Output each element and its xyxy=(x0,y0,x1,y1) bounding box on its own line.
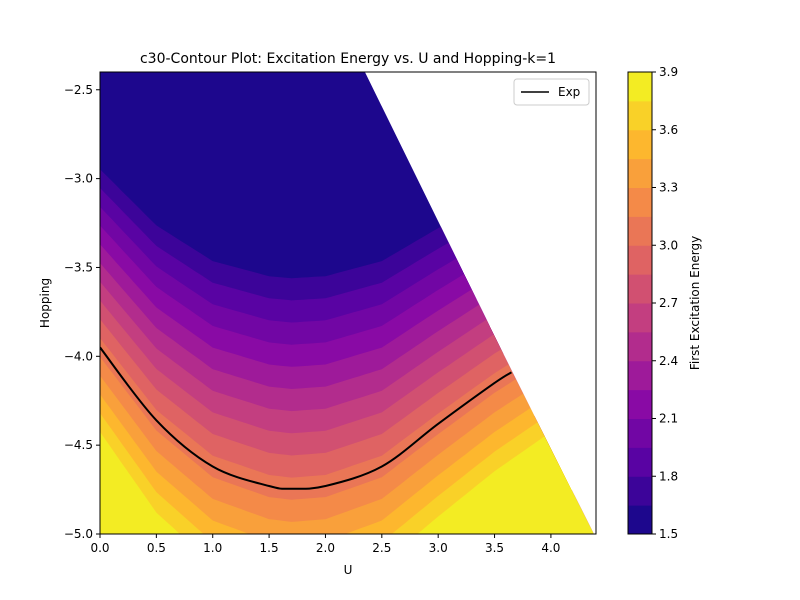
colorbar-band xyxy=(628,331,652,362)
y-tick-label: −3.0 xyxy=(64,172,93,186)
colorbar-band xyxy=(628,100,652,131)
colorbar-tick-label: 3.0 xyxy=(659,238,678,252)
y-tick-label: −5.0 xyxy=(64,527,93,541)
colorbar-tick-label: 3.9 xyxy=(659,65,678,79)
x-tick-label: 0.0 xyxy=(90,541,109,555)
y-axis-ticks: −5.0 −4.5 −4.0 −3.5 −3.0 −2.5 xyxy=(64,83,100,541)
colorbar-band xyxy=(628,447,652,477)
x-tick-label: 1.0 xyxy=(203,541,222,555)
colorbar-band xyxy=(628,418,652,448)
colorbar: 1.5 1.8 2.1 2.4 2.7 3.0 3.3 3.6 3.9 First Excita… xyxy=(627,65,702,541)
colorbar-band xyxy=(628,505,652,535)
x-axis-label: U xyxy=(344,563,353,577)
legend-box xyxy=(513,78,590,106)
x-tick-label: 3.0 xyxy=(429,541,448,555)
x-axis-ticks: 0.0 0.5 1.0 1.5 2.0 2.5 3.0 3.5 4.0 xyxy=(90,534,560,555)
y-axis-label: Hopping xyxy=(38,278,52,328)
colorbar-label: First Excitation Energy xyxy=(688,236,702,370)
colorbar-band xyxy=(628,476,652,506)
colorbar-band xyxy=(628,303,652,333)
colorbar-tick-label: 3.6 xyxy=(659,123,678,137)
colorbar-band xyxy=(628,245,652,275)
colorbar-tick-label: 2.4 xyxy=(659,354,678,368)
colorbar-tick-label: 2.7 xyxy=(659,296,678,310)
colorbar-tick-label: 1.5 xyxy=(659,527,678,541)
y-tick-label: −3.5 xyxy=(64,260,93,274)
legend: Exp xyxy=(513,78,590,106)
exp-series-line xyxy=(100,346,512,490)
colorbar-tick-label: 2.1 xyxy=(659,412,678,426)
y-tick-label: −2.5 xyxy=(64,83,93,97)
colorbar-band xyxy=(628,360,652,391)
colorbar-tick-label: 3.3 xyxy=(659,181,678,195)
x-tick-label: 1.5 xyxy=(260,541,279,555)
colorbar-band xyxy=(628,129,652,160)
y-tick-label: −4.0 xyxy=(64,349,93,363)
legend-exp-label: Exp xyxy=(558,85,580,99)
colorbar-ticks: 1.5 1.8 2.1 2.4 2.7 3.0 3.3 3.6 3.9 xyxy=(652,65,678,541)
plot-area xyxy=(100,72,594,534)
x-tick-label: 3.5 xyxy=(485,541,504,555)
chart-title: c30-Contour Plot: Excitation Energy vs. … xyxy=(140,51,556,67)
colorbar-band xyxy=(628,389,652,419)
colorbar-band xyxy=(628,274,652,304)
colorbar-band xyxy=(628,187,652,217)
colorbar-band xyxy=(628,158,652,188)
x-tick-label: 0.5 xyxy=(147,541,166,555)
colorbar-tick-label: 1.8 xyxy=(659,469,678,483)
colorbar-band xyxy=(628,216,652,246)
x-tick-label: 4.0 xyxy=(541,541,560,555)
x-tick-label: 2.0 xyxy=(316,541,335,555)
x-tick-label: 2.5 xyxy=(372,541,391,555)
plot-frame xyxy=(99,71,597,535)
colorbar-band xyxy=(628,72,652,102)
y-tick-label: −4.5 xyxy=(64,438,93,452)
contour-fill xyxy=(100,72,594,534)
